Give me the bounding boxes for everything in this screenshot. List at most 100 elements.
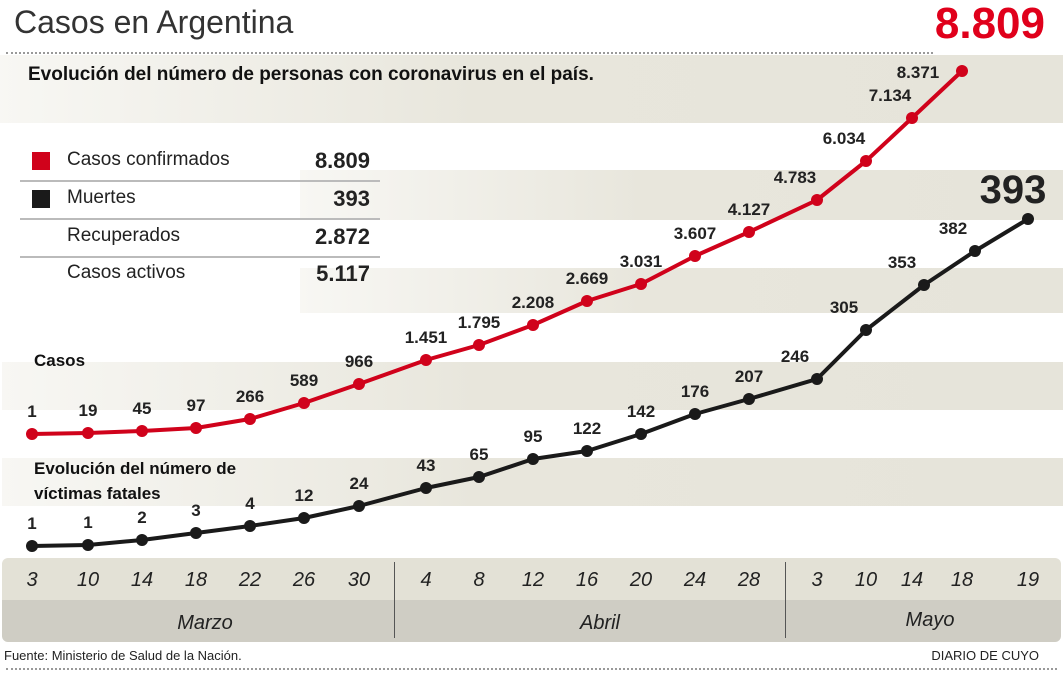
headline-total: 8.809: [934, 0, 1045, 48]
muertes-point: [581, 445, 593, 457]
month-label: Abril: [579, 612, 621, 634]
muertes-point: [1022, 213, 1034, 225]
legend-label: Casos confirmados: [67, 149, 230, 170]
section-casos: Casos: [34, 351, 86, 370]
x-tick-label: 12: [521, 569, 545, 591]
x-tick-label: 14: [900, 569, 924, 591]
confirmados-point: [811, 194, 823, 206]
confirmados-point: [743, 226, 755, 238]
x-tick-label: 14: [130, 569, 154, 591]
x-tick-label: 18: [184, 569, 208, 591]
confirmados-point: [244, 413, 256, 425]
x-tick-label: 26: [292, 569, 316, 591]
muertes-point: [635, 428, 647, 440]
muertes-data-label: 176: [681, 382, 709, 401]
legend-label: Muertes: [67, 187, 136, 208]
legend-label: Casos activos: [67, 262, 186, 283]
confirmados-data-label: 1.795: [458, 313, 501, 332]
confirmados-data-label: 1.451: [405, 328, 448, 347]
confirmados-data-label: 97: [187, 396, 206, 415]
muertes-data-label: 353: [888, 253, 916, 272]
legend-value: 8.809: [314, 148, 370, 173]
x-tick-label: 19: [1016, 569, 1040, 591]
confirmados-point: [190, 422, 202, 434]
muertes-data-label: 122: [573, 419, 601, 438]
confirmados-point: [420, 354, 432, 366]
muertes-data-label: 207: [735, 367, 763, 386]
muertes-point: [743, 393, 755, 405]
x-tick-label: 18: [950, 569, 974, 591]
confirmados-data-label: 3.607: [674, 224, 717, 243]
legend-value: 5.117: [316, 261, 370, 286]
muertes-data-label: 142: [627, 402, 655, 421]
muertes-data-label: 393: [980, 168, 1047, 212]
muertes-data-label: 1: [83, 513, 92, 532]
confirmados-point: [635, 278, 647, 290]
black-swatch: [32, 190, 50, 208]
x-axis-days: [2, 558, 1061, 600]
confirmados-line: [31, 69, 964, 436]
legend-item-confirmados: Casos confirmados 8.809: [20, 142, 380, 182]
muertes-data-label: 43: [417, 456, 436, 475]
muertes-point: [969, 245, 981, 257]
muertes-point: [26, 540, 38, 552]
confirmados-data-label: 8.371: [897, 63, 940, 82]
confirmados-data-label: 7.134: [869, 86, 912, 105]
x-tick-label: 3: [811, 569, 823, 591]
confirmados-point: [298, 397, 310, 409]
month-separator: [785, 562, 786, 638]
muertes-point: [811, 373, 823, 385]
divider: [6, 52, 933, 54]
muertes-point: [527, 453, 539, 465]
x-tick-label: 8: [473, 569, 485, 591]
red-swatch: [32, 152, 50, 170]
muertes-point: [473, 471, 485, 483]
muertes-data-label: 246: [781, 347, 809, 366]
muertes-point: [244, 520, 256, 532]
muertes-data-label: 3: [191, 501, 200, 520]
subtitle: Evolución del número de personas con cor…: [28, 64, 594, 85]
muertes-line: [31, 217, 1030, 548]
muertes-data-label: 95: [524, 427, 543, 446]
x-tick-label: 4: [420, 569, 432, 591]
section-victimas: Evolución del número de: [34, 459, 237, 478]
muertes-data-label: 12: [295, 486, 314, 505]
x-tick-label: 16: [575, 569, 599, 591]
x-tick-label: 30: [347, 569, 371, 591]
x-tick-label: 10: [76, 569, 100, 591]
month-label: Marzo: [177, 612, 233, 634]
muertes-point: [918, 279, 930, 291]
muertes-point: [298, 512, 310, 524]
section-victimas: víctimas fatales: [34, 484, 161, 503]
muertes-point: [353, 500, 365, 512]
legend-value: 2.872: [314, 224, 370, 249]
confirmados-data-label: 6.034: [823, 129, 866, 148]
muertes-data-label: 2: [137, 508, 146, 527]
confirmados-point: [906, 112, 918, 124]
confirmados-data-label: 2.208: [512, 293, 555, 312]
muertes-point: [860, 324, 872, 336]
muertes-point: [136, 534, 148, 546]
muertes-point: [689, 408, 701, 420]
confirmados-point: [82, 427, 94, 439]
legend-item-recuperados: Recuperados 2.872: [20, 218, 380, 258]
muertes-point: [420, 482, 432, 494]
confirmados-data-label: 4.127: [728, 200, 771, 219]
confirmados-data-label: 45: [133, 399, 152, 418]
muertes-data-label: 65: [470, 445, 489, 464]
muertes-data-label: 4: [245, 494, 255, 513]
confirmados-data-label: 19: [79, 401, 98, 420]
x-tick-label: 10: [854, 569, 878, 591]
muertes-data-label: 305: [830, 298, 858, 317]
legend-item-activos: Casos activos 5.117: [20, 255, 380, 293]
legend-value: 393: [333, 186, 370, 211]
muertes-data-label: 1: [27, 514, 36, 533]
muertes-point: [190, 527, 202, 539]
month-separator: [394, 562, 395, 638]
band: [2, 458, 1063, 506]
confirmados-data-label: 1: [27, 402, 36, 421]
muertes-data-label: 24: [350, 474, 369, 493]
confirmados-data-label: 966: [345, 352, 373, 371]
confirmados-point: [956, 65, 968, 77]
